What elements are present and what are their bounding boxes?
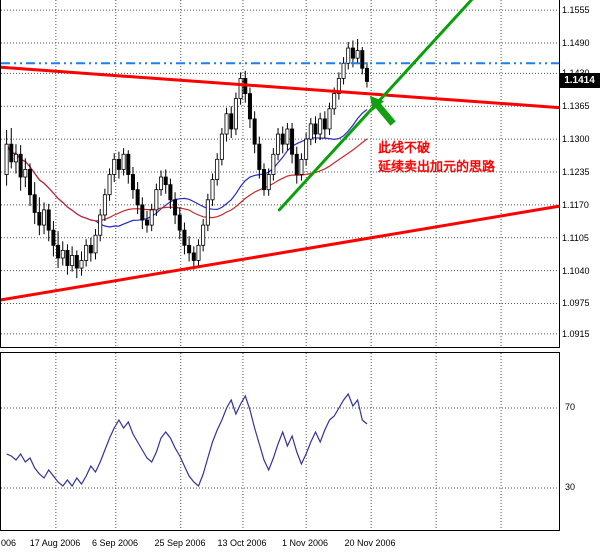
date-axis-label: 6 Sep 2006 xyxy=(91,538,139,548)
price-chart-panel[interactable]: 此线不破 延续卖出加元的思路 xyxy=(0,0,560,348)
date-axis-label: 17 Aug 2006 xyxy=(29,538,81,548)
date-axis-label: 25 Sep 2006 xyxy=(154,538,206,548)
annotation-line-1: 此线不破 xyxy=(378,140,431,155)
price-axis-label: 1.0915 xyxy=(562,329,590,339)
candlestick-chart[interactable] xyxy=(1,0,560,348)
price-axis-label: 1.1555 xyxy=(562,5,590,15)
trendline-annotation: 此线不破 延续卖出加元的思路 xyxy=(378,138,495,176)
price-axis-label: 1.0975 xyxy=(562,298,590,308)
price-axis-label: 1.1490 xyxy=(562,38,590,48)
annotation-line-2: 延续卖出加元的思路 xyxy=(378,159,496,174)
date-axis-label: 20 Nov 2006 xyxy=(344,538,396,548)
price-axis-label: 1.1300 xyxy=(562,134,590,144)
date-axis-label: 13 Oct 2006 xyxy=(217,538,267,548)
price-axis-label: 1.1040 xyxy=(562,266,590,276)
oscillator-level-label: 30 xyxy=(565,482,576,492)
oscillator-level-label: 70 xyxy=(565,402,576,412)
price-axis-label: 1.1105 xyxy=(562,233,589,243)
date-axis-label: 1 Nov 2006 xyxy=(281,538,329,548)
current-price-tag: 1.1414 xyxy=(559,73,600,88)
date-axis-label-partial: 006 xyxy=(1,538,17,548)
oscillator-panel[interactable] xyxy=(0,352,560,531)
price-axis-label: 1.1235 xyxy=(562,167,590,177)
oscillator-chart[interactable] xyxy=(1,353,560,531)
price-axis-label: 1.1170 xyxy=(562,200,589,210)
price-axis-label: 1.1365 xyxy=(562,101,590,111)
